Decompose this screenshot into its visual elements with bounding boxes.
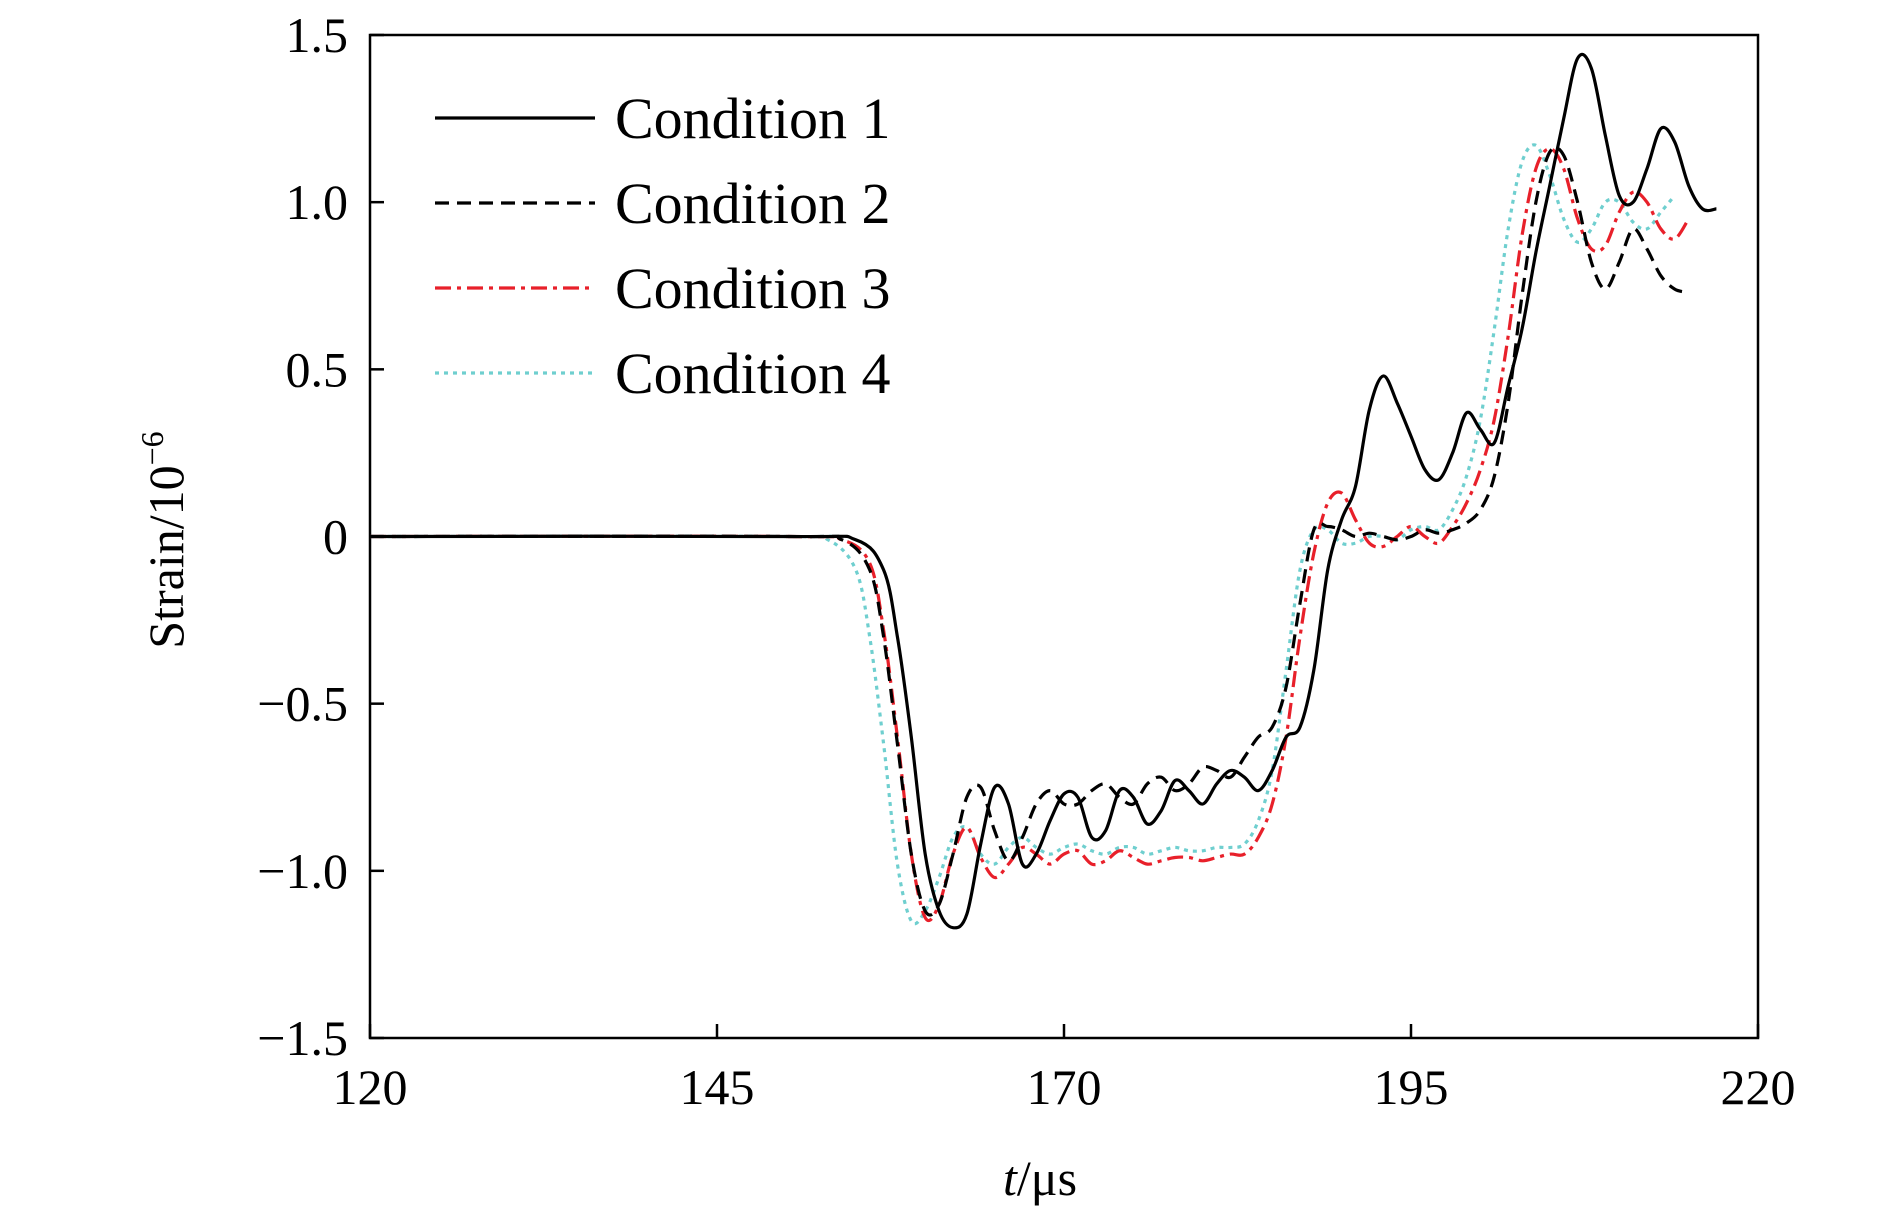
y-tick-label: −1.5 xyxy=(257,1010,348,1066)
x-axis-title-italic: t xyxy=(1003,1150,1018,1206)
y-tick-label: −1.0 xyxy=(257,843,348,899)
x-axis-title-unit: /μs xyxy=(1017,1150,1077,1206)
series-line-condition-2 xyxy=(370,145,1689,917)
y-tick-label: 1.0 xyxy=(286,174,349,230)
x-axis-title: t/μs xyxy=(1003,1150,1077,1206)
x-tick-label: 170 xyxy=(1027,1059,1102,1115)
series-layer xyxy=(370,52,1717,930)
y-tick-label: −0.5 xyxy=(257,676,348,732)
legend-label: Condition 1 xyxy=(615,86,891,151)
x-tick-label: 195 xyxy=(1374,1059,1449,1115)
y-axis-title-exponent: −6 xyxy=(134,431,170,465)
series-line-condition-3 xyxy=(370,147,1690,923)
y-axis-title-main: Strain/10 xyxy=(138,465,194,648)
x-tick-label: 220 xyxy=(1721,1059,1796,1115)
series-line-condition-1 xyxy=(370,52,1717,930)
x-axis: 120 145 170 195 220 xyxy=(333,1024,1796,1115)
series-line-condition-4 xyxy=(370,143,1676,926)
legend-label: Condition 3 xyxy=(615,256,891,321)
y-tick-label: 0 xyxy=(323,509,348,565)
x-tick-label: 120 xyxy=(333,1059,408,1115)
y-tick-label: 1.5 xyxy=(286,7,349,63)
legend-label: Condition 2 xyxy=(615,171,891,236)
y-axis-title: Strain/10−6 xyxy=(134,431,194,648)
y-tick-label: 0.5 xyxy=(286,341,349,397)
x-tick-label: 145 xyxy=(680,1059,755,1115)
y-axis: 1.5 1.0 0.5 0 −0.5 −1.0 −1.5 xyxy=(257,7,384,1066)
legend: Condition 1 Condition 2 Condition 3 Conditi… xyxy=(435,86,891,406)
legend-label: Condition 4 xyxy=(615,341,891,406)
